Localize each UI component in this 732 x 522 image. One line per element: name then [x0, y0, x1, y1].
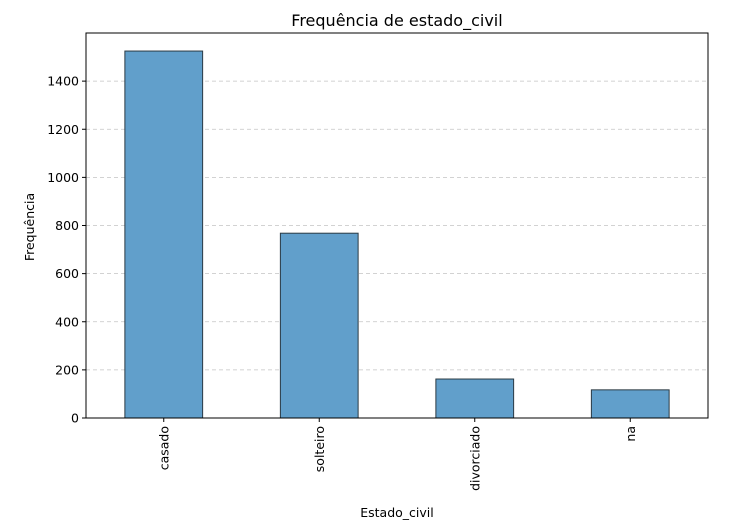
bar-solteiro [279, 232, 359, 419]
y-tick-label: 1400 [47, 74, 79, 89]
y-tick-label: 200 [55, 362, 79, 377]
x-tick-label: divorciado [467, 426, 482, 491]
bar-na [590, 389, 670, 419]
bar-casado [124, 50, 204, 419]
y-tick-label: 400 [55, 314, 79, 329]
chart-title: Frequência de estado_civil [291, 11, 502, 31]
x-tick-label: na [623, 426, 638, 442]
y-tick-label: 600 [55, 266, 79, 281]
x-axis-label: Estado_civil [360, 505, 434, 520]
grid-lines [86, 80, 708, 371]
x-tick-label: casado [156, 426, 171, 470]
y-tick-label: 800 [55, 218, 79, 233]
y-tick-label: 1200 [47, 122, 79, 137]
y-axis-ticks: 0 200 400 600 800 1000 1200 1400 [47, 74, 86, 426]
y-axis-label: Frequência [22, 193, 37, 261]
bar-divorciado [435, 378, 515, 419]
x-tick-label: solteiro [312, 426, 327, 472]
x-axis-ticks: casado solteiro divorciado na [156, 418, 638, 491]
y-tick-label: 1000 [47, 170, 79, 185]
bars [124, 50, 670, 419]
y-tick-label: 0 [71, 411, 79, 426]
